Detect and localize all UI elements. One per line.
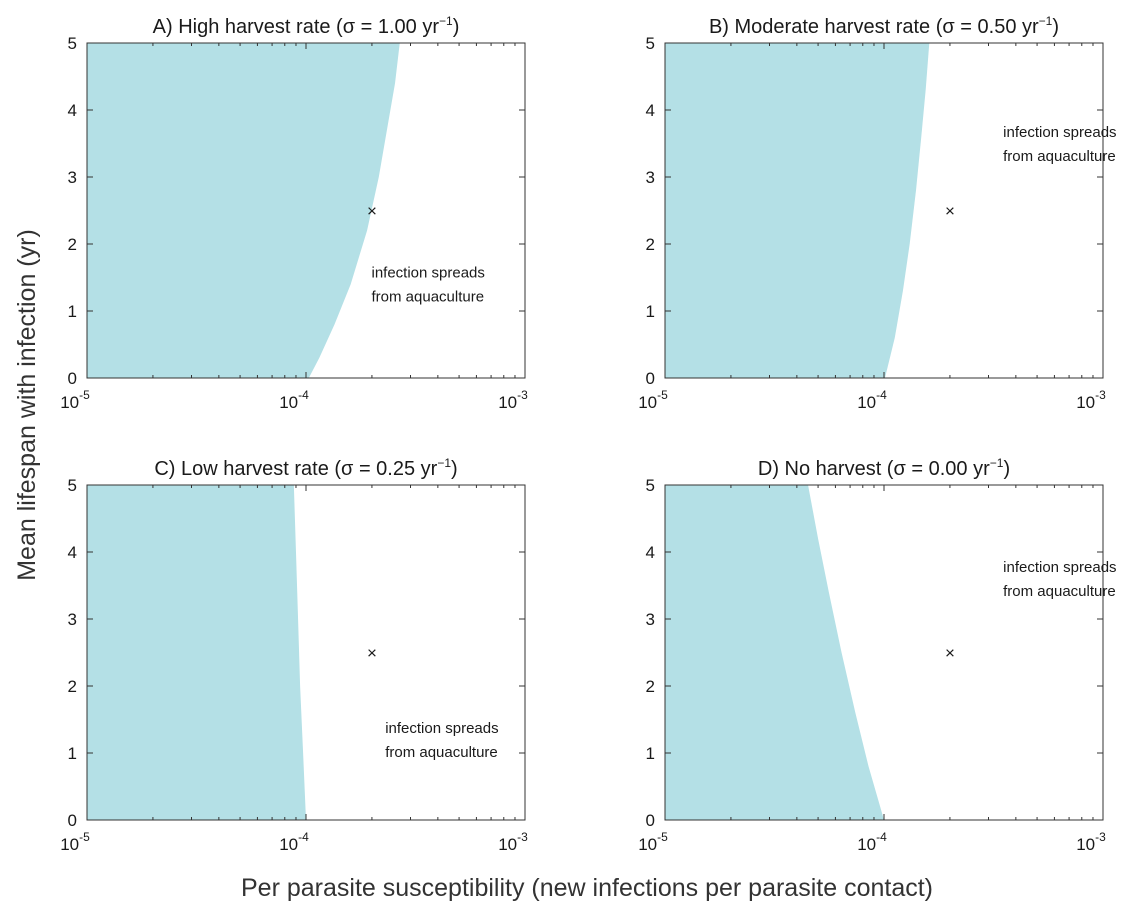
y-tick-label: 3 <box>68 168 77 187</box>
x-tick-label: 10-5 <box>60 388 90 412</box>
x-tick-label: 10-4 <box>279 388 309 412</box>
y-tick-label: 5 <box>646 34 655 53</box>
x-tick-label: 10-3 <box>1076 830 1106 854</box>
y-tick-label: 5 <box>68 34 77 53</box>
shaded-region <box>665 43 930 378</box>
x-tick-label: 10-5 <box>638 830 668 854</box>
shaded-region <box>665 485 884 820</box>
y-tick-label: 0 <box>68 369 77 388</box>
y-tick-label: 4 <box>68 101 77 120</box>
panel-title: A) High harvest rate (σ = 1.00 yr−1) <box>153 14 460 38</box>
y-tick-label: 1 <box>68 744 77 763</box>
panel-d: 10-5 10-4 10-3 0 1 2 3 4 5 D) No harvest (σ = 0.0… <box>638 456 1116 854</box>
annotation-text: from aquaculture <box>372 289 485 306</box>
y-tick-label: 2 <box>646 677 655 696</box>
x-tick-label: 10-5 <box>60 830 90 854</box>
y-tick-label: 3 <box>646 610 655 629</box>
annotation-text: infection spreads <box>372 265 485 282</box>
shaded-region <box>87 43 400 378</box>
x-tick-label: 10-3 <box>498 388 528 412</box>
shaded-region <box>87 485 306 820</box>
annotation-text: from aquaculture <box>1003 583 1116 600</box>
y-tick-label: 4 <box>68 543 77 562</box>
y-tick-label: 2 <box>68 677 77 696</box>
y-tick-label: 1 <box>646 744 655 763</box>
panel-a: 10-5 10-4 10-3 0 1 2 3 4 5 A) High harvest rate (… <box>60 14 528 412</box>
marker-x: × <box>945 644 955 663</box>
y-tick-label: 2 <box>646 235 655 254</box>
marker-x: × <box>367 644 377 663</box>
x-tick-label: 10-4 <box>279 830 309 854</box>
annotation-text: infection spreads <box>1003 124 1116 141</box>
y-tick-label: 3 <box>68 610 77 629</box>
y-tick-label: 5 <box>646 476 655 495</box>
y-tick-label: 0 <box>646 811 655 830</box>
marker-x: × <box>945 202 955 221</box>
annotation-text: from aquaculture <box>385 744 498 761</box>
annotation-text: infection spreads <box>1003 559 1116 576</box>
panel-c: 10-5 10-4 10-3 0 1 2 3 4 5 C) Low harvest rate (σ… <box>60 456 528 854</box>
x-tick-label: 10-5 <box>638 388 668 412</box>
x-tick-label: 10-4 <box>857 830 887 854</box>
panel-title: C) Low harvest rate (σ = 0.25 yr−1) <box>154 456 457 480</box>
y-tick-label: 1 <box>68 302 77 321</box>
annotation-text: from aquaculture <box>1003 148 1116 165</box>
y-tick-label: 5 <box>68 476 77 495</box>
y-tick-label: 4 <box>646 543 655 562</box>
y-tick-label: 4 <box>646 101 655 120</box>
marker-x: × <box>367 202 377 221</box>
panel-title: D) No harvest (σ = 0.00 yr−1) <box>758 456 1010 480</box>
x-axis-label: Per parasite susceptibility (new infecti… <box>241 874 933 902</box>
y-tick-label: 0 <box>68 811 77 830</box>
annotation-text: infection spreads <box>385 720 498 737</box>
y-tick-label: 3 <box>646 168 655 187</box>
panel-b: 10-5 10-4 10-3 0 1 2 3 4 5 B) Moderate harvest ra… <box>638 14 1116 412</box>
x-tick-label: 10-3 <box>498 830 528 854</box>
x-tick-label: 10-3 <box>1076 388 1106 412</box>
x-tick-label: 10-4 <box>857 388 887 412</box>
panel-title: B) Moderate harvest rate (σ = 0.50 yr−1) <box>709 14 1059 38</box>
y-tick-label: 2 <box>68 235 77 254</box>
y-tick-label: 1 <box>646 302 655 321</box>
y-tick-label: 0 <box>646 369 655 388</box>
y-axis-label: Mean lifespan with infection (yr) <box>13 229 41 581</box>
